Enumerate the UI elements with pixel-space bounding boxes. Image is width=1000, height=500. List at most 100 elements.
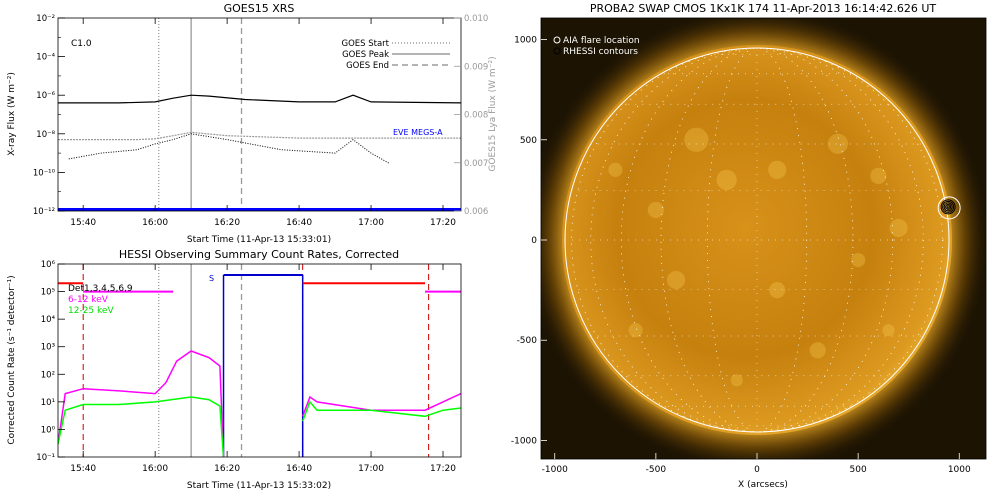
active-region (768, 160, 787, 179)
hessi-panel: HESSI Observing Summary Count Rates, Cor… (7, 248, 462, 491)
hessi-ytick-label: 10⁰ (41, 425, 56, 435)
goes-plot-area (58, 18, 461, 211)
legend-rhessi-label: RHESSI contours (563, 47, 638, 57)
active-region (628, 323, 643, 338)
rhessi-contour (943, 202, 953, 212)
hessi-xtick-label: 15:40 (70, 464, 96, 474)
swap-legend: AIA flare location RHESSI contours (553, 36, 640, 57)
goes-axes: 15:40 16:00 16:20 16:40 17:00 17:20 10⁻¹² 10⁻¹⁰… (33, 14, 488, 228)
rhessi-contour (942, 200, 955, 213)
hessi-plot-area (58, 264, 461, 457)
goes-y2tick-label: 0.008 (464, 111, 488, 121)
active-region (882, 324, 895, 337)
swap-ytick-label: 1000 (514, 36, 537, 46)
swap-frame (540, 17, 987, 460)
goes-ytick-label: 10⁻¹⁰ (33, 168, 56, 178)
legend-aia-label: AIA flare location (563, 36, 640, 46)
swap-ytick-label: 0 (531, 236, 537, 246)
solar-limb (564, 47, 950, 433)
swap-xlabel: X (arcsecs) (738, 480, 788, 490)
hessi-ytick-label: 10³ (41, 343, 55, 353)
legend-goes-start: GOES Start (341, 39, 389, 49)
hessi-ylabel: Corrected Count Rate (s⁻¹ detector⁻¹) (7, 275, 17, 444)
goes-title: GOES15 XRS (224, 2, 295, 15)
legend-goes-peak: GOES Peak (342, 50, 389, 60)
hessi-xtick-label: 16:40 (286, 464, 312, 474)
hessi-legend-det: Det1,3,4,5,6,9 (68, 284, 133, 294)
swap-xtick-label: 1000 (948, 465, 971, 475)
goes-ytick-label: 10⁻⁴ (36, 53, 55, 63)
goes-ytick-label: 10⁻⁶ (36, 91, 55, 101)
goes-xlabel: Start Time (11-Apr-13 15:33:01) (187, 235, 331, 245)
hessi-xtick-label: 16:00 (142, 464, 168, 474)
active-region (889, 218, 908, 238)
eve-label: EVE MEGS-A (393, 128, 443, 137)
grid-longitude (590, 47, 924, 433)
hessi-legend-12-25: 12-25 keV (68, 306, 114, 316)
goes-xtick-label: 15:40 (70, 218, 96, 228)
rhessi-contour (945, 203, 952, 210)
goes-legend: GOES Start GOES Peak GOES End (341, 39, 450, 71)
swap-ytick-label: -1000 (511, 436, 537, 446)
solar-disk (562, 45, 952, 435)
goes-xtick-label: 17:00 (358, 218, 384, 228)
goes-y2tick-label: 0.006 (464, 207, 488, 217)
hessi-xtick-label: 17:00 (358, 464, 384, 474)
goes-ytick-label: 10⁻² (36, 14, 55, 24)
active-region (769, 282, 786, 299)
goes-frame (57, 17, 462, 212)
active-region (809, 342, 826, 359)
active-region (608, 162, 623, 177)
hessi-axes: 15:40 16:00 16:20 16:40 17:00 17:20 10⁻¹ 10⁰ 10¹… (36, 260, 456, 474)
hessi-ytick-label: 10⁴ (41, 315, 56, 325)
goes-xtick-label: 16:00 (142, 218, 168, 228)
hessi-xtick-label: 16:20 (214, 464, 240, 474)
goes-class-label: C1.0 (71, 39, 92, 49)
swap-xtick-label: -500 (646, 465, 667, 475)
aia-flare-location-marker (937, 196, 961, 220)
hessi-legend-6-12: 6-12 keV (68, 295, 109, 305)
goes-ylabel: X-ray Flux (W m⁻²) (7, 72, 17, 156)
goes-series-0 (58, 94, 461, 104)
swap-title: PROBA2 SWAP CMOS 1Kx1K 174 11-Apr-2013 1… (590, 2, 937, 15)
swap-xtick-label: -1000 (542, 465, 568, 475)
hessi-ytick-label: 10¹ (41, 398, 55, 408)
hessi-ytick-label: 10⁶ (41, 260, 56, 270)
legend-goes-end: GOES End (346, 61, 389, 71)
rhessi-contours (940, 199, 956, 215)
hessi-series-1 (58, 396, 225, 457)
legend-aia-symbol (553, 36, 561, 44)
hessi-xlabel: Start Time (11-Apr-13 15:33:02) (187, 481, 331, 491)
goes-ytick-label: 10⁻¹² (33, 207, 55, 217)
swap-ytick-label: 500 (520, 136, 537, 146)
hessi-xtick-label: 17:20 (430, 464, 456, 474)
hessi-ytick-label: 10² (41, 370, 55, 380)
rhessi-contour (946, 205, 950, 209)
swap-xtick-label: 0 (754, 465, 760, 475)
goes-series-1 (58, 131, 461, 141)
hessi-frame (57, 263, 462, 458)
goes-panel: GOES15 XRS 15:40 16:00 16:20 16:40 17:00 17:2… (7, 2, 498, 245)
goes-xtick-label: 17:20 (430, 218, 456, 228)
swap-axes: -1000 -500 0 500 1000 -1000 -500 0 500 1000 (511, 36, 971, 475)
hessi-ytick-label: 10⁵ (41, 288, 55, 298)
active-region (666, 270, 686, 290)
active-region (827, 133, 849, 154)
hessi-series-3 (301, 400, 461, 422)
hessi-ytick-label: 10⁻¹ (36, 453, 55, 463)
goes-xtick-label: 16:20 (214, 218, 240, 228)
swap-image (541, 18, 986, 459)
hessi-title: HESSI Observing Summary Count Rates, Cor… (119, 248, 399, 261)
swap-ytick-label: -500 (517, 336, 538, 346)
legend-rhessi-symbol (553, 47, 561, 55)
grid-longitude (706, 47, 808, 433)
goes-y2tick-label: 0.010 (464, 14, 488, 24)
goes-xtick-label: 16:40 (286, 218, 312, 228)
rhessi-contour (940, 199, 956, 215)
active-region (730, 374, 743, 387)
active-region (851, 252, 866, 268)
goes-y2tick-label: 0.007 (464, 159, 488, 169)
swap-xtick-label: 500 (850, 465, 867, 475)
hessi-series-0 (58, 350, 225, 457)
